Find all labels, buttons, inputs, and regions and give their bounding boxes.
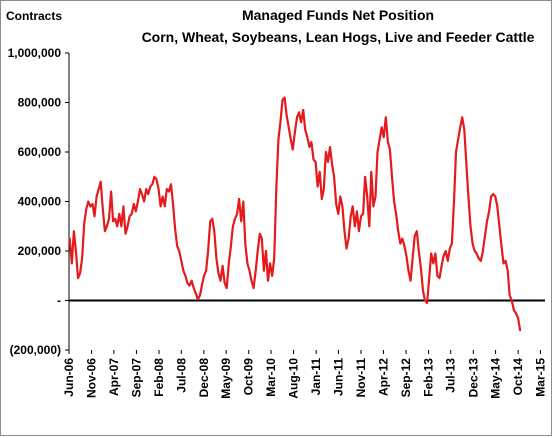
x-tick-label: Apr-12 xyxy=(376,358,390,396)
x-tick-label: Mar-10 xyxy=(264,358,278,397)
x-tick-label: Feb-08 xyxy=(152,358,166,397)
x-tick-label: Mar-15 xyxy=(533,358,547,397)
x-tick-label: Jun-06 xyxy=(62,358,76,397)
x-tick-label: Dec-13 xyxy=(466,358,480,398)
y-tick-label: (200,000) xyxy=(10,343,61,357)
x-tick-label: Jun-11 xyxy=(331,358,345,396)
chart-subtitle: Corn, Wheat, Soybeans, Lean Hogs, Live a… xyxy=(142,29,535,45)
x-tick-label: Nov-06 xyxy=(85,358,99,398)
plot-area: (200,000) - 200,000 400,000 600,000 800,000 1,… xyxy=(8,46,548,399)
y-tick-label: 1,000,000 xyxy=(8,46,62,60)
y-axis-label: Contracts xyxy=(6,9,62,23)
x-tick-label: Jul-13 xyxy=(444,358,458,393)
x-tick-label: Oct-09 xyxy=(242,358,256,396)
y-tick-label: 800,000 xyxy=(18,96,62,110)
chart-title: Managed Funds Net Position xyxy=(242,7,434,23)
x-tick-label: May-14 xyxy=(489,358,503,399)
x-tick-label: Feb-13 xyxy=(422,358,436,397)
x-tick-label: Jul-08 xyxy=(174,358,188,393)
x-tick-label: Jan-11 xyxy=(309,358,323,396)
x-tick-label: May-09 xyxy=(219,358,233,399)
y-tick-label: 600,000 xyxy=(18,145,62,159)
x-tick-label: Dec-08 xyxy=(197,358,211,398)
x-tick-label: Apr-07 xyxy=(107,358,121,396)
x-tick-label: Oct-14 xyxy=(511,358,525,396)
y-tick-label: 400,000 xyxy=(18,195,62,209)
x-tick-label: Nov-11 xyxy=(354,358,368,398)
x-tick-label: Sep-12 xyxy=(399,358,413,398)
series-line-0 xyxy=(68,96,522,332)
y-tick-label: 200,000 xyxy=(18,244,62,258)
x-tick-label: Sep-07 xyxy=(129,358,143,398)
y-tick-label: - xyxy=(57,294,61,308)
x-tick-label: Aug-10 xyxy=(287,358,301,399)
